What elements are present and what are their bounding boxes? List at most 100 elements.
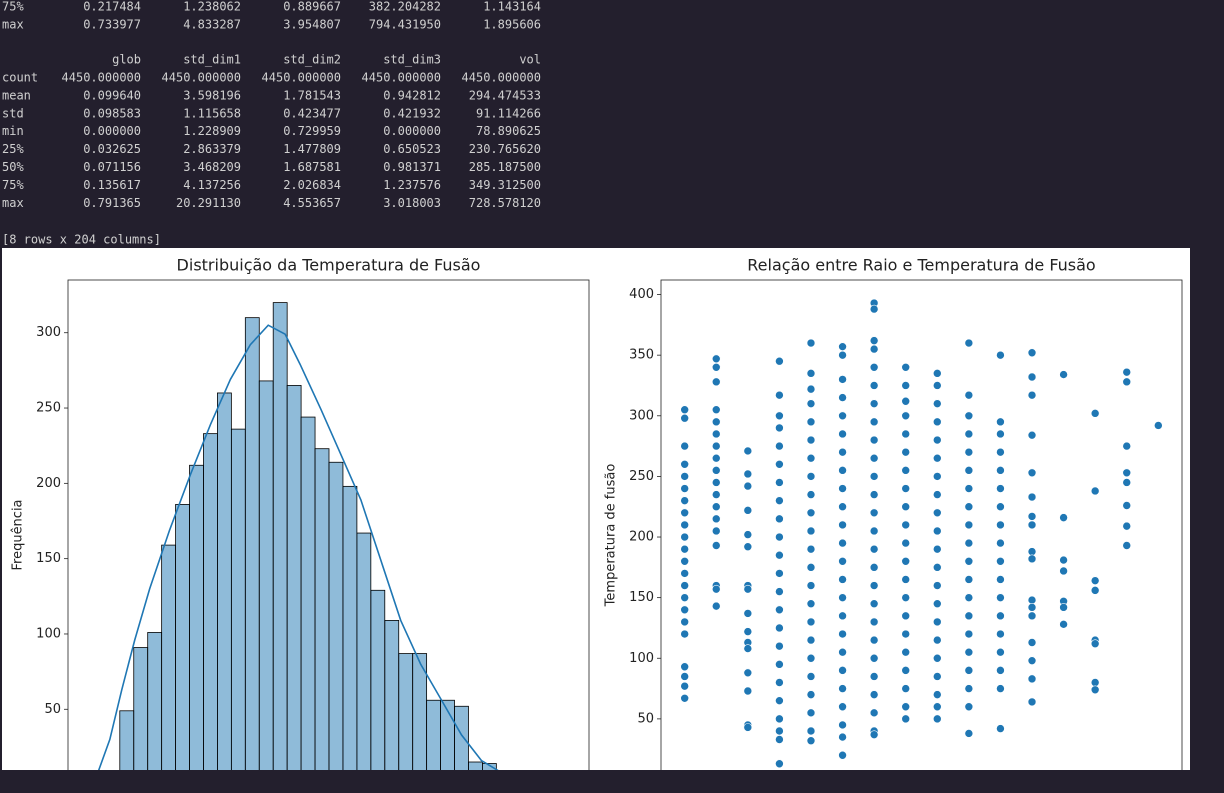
scatter-point (1090, 678, 1100, 687)
scatter-point (711, 441, 721, 451)
scatter-point (680, 459, 689, 469)
scatter-point (996, 724, 1005, 733)
y-tick-label: 300 (629, 408, 654, 423)
scatter-point (964, 556, 974, 566)
scatter-point (838, 684, 847, 693)
scatter-point (1090, 586, 1100, 595)
cell: 1.781543 (283, 88, 341, 102)
scatter-point (838, 429, 847, 439)
scatter-point (901, 466, 911, 475)
scatter-point (996, 611, 1005, 621)
cell: 4450.000000 (462, 71, 541, 85)
cell: 0.733977 (83, 18, 141, 32)
scatter-point (743, 627, 753, 636)
cell: 2.863379 (183, 142, 241, 156)
scatter-point (869, 362, 879, 372)
scatter-point (1027, 348, 1037, 358)
scatter-point (806, 672, 816, 681)
cell: 728.578120 (469, 196, 541, 210)
scatter-point (1027, 492, 1037, 502)
scatter-point (932, 369, 942, 378)
cell: 2.026834 (283, 178, 341, 192)
scatter-point (869, 730, 879, 739)
histogram-bar (356, 532, 372, 770)
scatter-point (775, 441, 784, 451)
scatter-point (775, 641, 784, 651)
scatter-point (964, 502, 974, 512)
scatter-point (775, 714, 784, 724)
scatter-point (932, 544, 942, 554)
scatter-point (680, 617, 689, 627)
scatter-point (964, 429, 974, 439)
scatter-point (806, 544, 816, 554)
chart-title: Distribuição da Temperatura de Fusão (177, 256, 481, 275)
scatter-point (680, 405, 689, 415)
kde-line (97, 324, 499, 770)
cell: 0.981371 (383, 160, 441, 174)
scatter-point (838, 750, 847, 760)
scatter-point (932, 435, 942, 445)
histogram-bar (384, 620, 400, 770)
scatter-point (838, 593, 847, 602)
scatter-point (711, 405, 721, 415)
scatter-point (680, 532, 689, 542)
scatter-point (806, 653, 816, 663)
scatter-point (932, 714, 942, 724)
scatter-point (869, 672, 879, 681)
scatter-point (996, 647, 1005, 657)
scatter-point (711, 541, 721, 550)
scatter-point (680, 629, 689, 639)
cell: 1.477809 (283, 142, 341, 156)
scatter-point (901, 484, 911, 493)
scatter-point (838, 350, 847, 360)
scatter-point (964, 466, 974, 475)
cell: 20.291130 (176, 196, 241, 210)
scatter-point (1122, 468, 1132, 478)
scatter-point (901, 666, 911, 675)
scatter-point (680, 581, 689, 590)
scatter-point (964, 338, 974, 348)
scatter-point (680, 556, 689, 566)
histogram-bar (440, 699, 455, 770)
histogram-bar (175, 504, 190, 770)
scatter-point (932, 490, 942, 499)
scatter-point (1122, 541, 1132, 550)
cell: 0.421932 (383, 106, 441, 120)
cell: 0.000000 (83, 124, 141, 138)
scatter-point (838, 411, 847, 421)
scatter-point (869, 435, 879, 445)
histogram-bar (482, 763, 497, 770)
histogram-bar (426, 699, 441, 770)
cell: 3.468209 (183, 160, 241, 174)
y-tick-label: 150 (629, 590, 654, 605)
row-label: std (2, 106, 24, 120)
scatter-point (869, 336, 879, 345)
scatter-point (775, 478, 784, 487)
scatter-point (996, 593, 1005, 602)
cell: 4450.000000 (62, 71, 141, 85)
scatter-point (743, 530, 753, 539)
figure: Distribuição da Temperatura de Fusão Freq… (2, 248, 1190, 770)
scatter-point (869, 490, 879, 499)
scatter-point (1027, 656, 1037, 665)
scatter-point (932, 417, 942, 427)
scatter-point (901, 556, 911, 566)
scatter-point (806, 708, 816, 718)
scatter-point (711, 490, 721, 499)
scatter-point (838, 575, 847, 584)
histogram-bar (300, 416, 316, 770)
scatter-point (869, 304, 879, 314)
scatter-point (775, 514, 784, 524)
cell: 1.687581 (283, 160, 341, 174)
scatter-point (996, 520, 1005, 530)
scatter-point (680, 441, 689, 451)
scatter-point (1122, 441, 1132, 451)
scatter-point (996, 417, 1005, 427)
cell: 4450.000000 (262, 71, 341, 85)
row-label: 25% (2, 142, 24, 156)
scatter-point (743, 584, 753, 594)
cell: 4.553657 (283, 196, 341, 210)
scatter-point (1122, 367, 1132, 377)
scatter-point (806, 599, 816, 609)
